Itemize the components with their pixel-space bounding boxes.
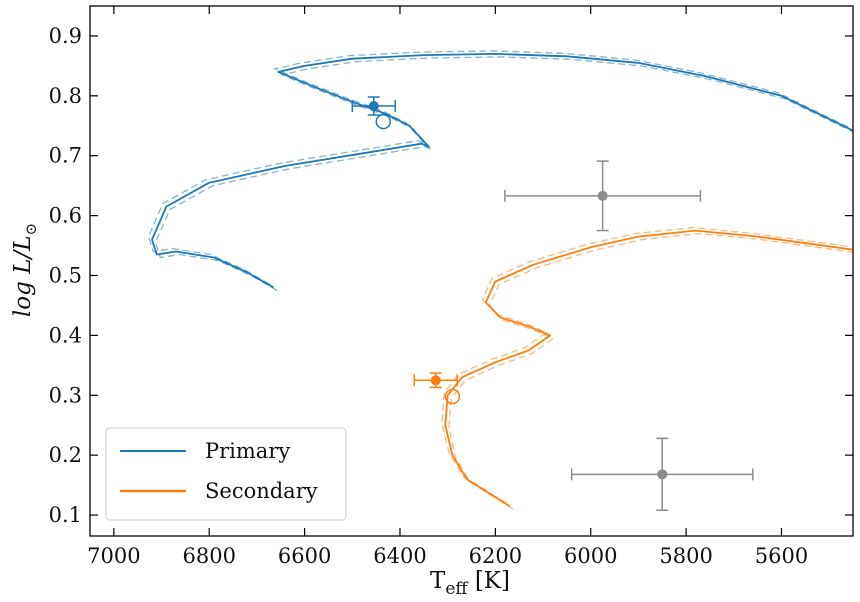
primary-track: [151, 53, 853, 289]
secondary-track-uncertainty: [448, 232, 853, 510]
axis-ticks: 7000 6800 6600 6400 6200 6000 5800 5600 0.1 0.2 0.…: [49, 6, 853, 568]
x-tick-label: 6400: [373, 544, 426, 568]
secondary-observed-marker: [430, 375, 441, 386]
x-axis-label-unit: [K]: [468, 568, 510, 594]
primary-track-uncertainty: [154, 56, 853, 292]
x-tick-label: 7000: [87, 544, 140, 568]
legend-label-primary: Primary: [205, 439, 290, 463]
x-tick-label: 5600: [755, 544, 808, 568]
x-axis-label-main: T: [430, 568, 446, 594]
y-tick-label: 0.5: [49, 263, 82, 287]
x-tick-label: 5800: [659, 544, 712, 568]
y-tick-label: 0.4: [49, 323, 82, 347]
secondary-track: [444, 229, 853, 507]
y-tick-label: 0.7: [49, 144, 82, 168]
plot-frame: [89, 5, 854, 537]
x-axis-label-sub: eff: [445, 579, 469, 599]
y-axis-label-sub: ⊙: [22, 223, 40, 236]
y-tick-label: 0.6: [49, 204, 82, 228]
y-tick-label: 0.3: [49, 383, 82, 407]
x-tick-label: 6000: [564, 544, 617, 568]
data-points: [351, 96, 754, 511]
secondary-model-marker: [444, 388, 461, 405]
x-tick-label: 6600: [278, 544, 331, 568]
primary-model-marker: [375, 113, 392, 130]
x-axis-label: Teff [K]: [430, 568, 510, 599]
primary-track-uncertainty: [147, 50, 850, 286]
model-tracks: [147, 50, 853, 510]
x-tick-label: 6200: [469, 544, 522, 568]
y-tick-label: 0.8: [49, 84, 82, 108]
reference-point-marker: [597, 190, 608, 201]
legend-label-secondary: Secondary: [205, 479, 318, 503]
legend: Primary Secondary: [105, 427, 347, 521]
secondary-track-uncertainty: [441, 226, 850, 504]
y-tick-label: 0.2: [49, 443, 82, 467]
reference-point-marker: [657, 469, 668, 480]
y-axis-label-main: log L/L: [10, 236, 36, 318]
x-tick-label: 6800: [182, 544, 235, 568]
y-tick-label: 0.1: [49, 503, 82, 527]
y-axis-label: log L/L⊙: [10, 223, 40, 317]
y-tick-label: 0.9: [49, 24, 82, 48]
primary-observed-marker: [368, 101, 379, 112]
